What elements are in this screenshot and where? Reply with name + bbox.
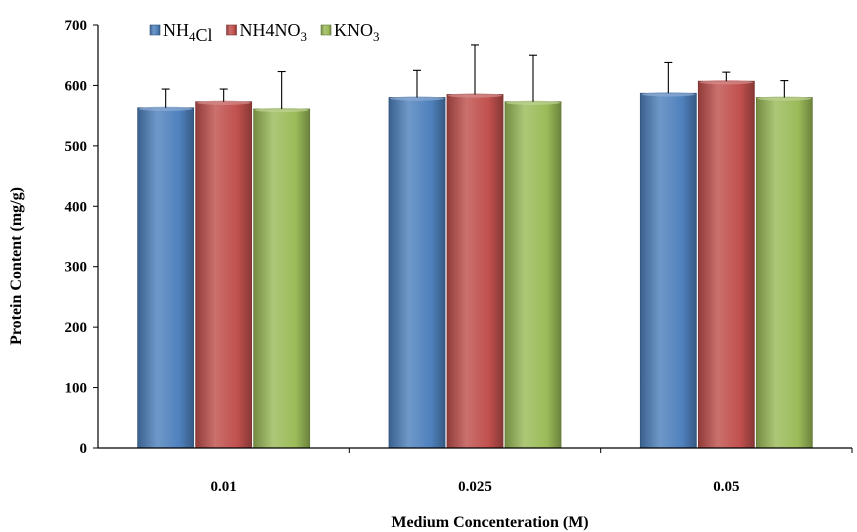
legend-label: NH4NO3 bbox=[240, 20, 308, 44]
legend-label: KNO3 bbox=[334, 20, 380, 44]
legend-item-nh4cl: NH4Cl bbox=[149, 20, 213, 45]
legend-label: NH4Cl bbox=[163, 20, 213, 45]
bar-kno3-0.05 bbox=[755, 97, 813, 449]
y-tick-label: 400 bbox=[65, 199, 88, 215]
y-tick-label: 300 bbox=[65, 260, 88, 276]
y-tick-label: 700 bbox=[65, 18, 88, 34]
x-tick-label: 0.025 bbox=[458, 479, 492, 495]
bars-layer bbox=[137, 79, 813, 449]
bar-nh4no3-0.05 bbox=[697, 80, 755, 449]
legend-swatch bbox=[149, 24, 161, 36]
legend-item-nh4no3: NH4NO3 bbox=[226, 20, 308, 44]
y-tick-label: 600 bbox=[65, 78, 88, 94]
y-tick-label: 100 bbox=[65, 381, 88, 397]
bar-top-highlight bbox=[641, 92, 696, 97]
legend: NH4Cl NH4NO3 KNO3 bbox=[149, 20, 380, 45]
y-tick-label: 200 bbox=[65, 320, 88, 336]
error-bars-layer bbox=[161, 44, 789, 109]
bar-top-highlight bbox=[138, 106, 193, 111]
bar-top-highlight bbox=[757, 96, 812, 101]
bar-top-highlight bbox=[196, 100, 251, 105]
legend-swatch bbox=[320, 24, 332, 36]
bar-nh4cl-0.05 bbox=[639, 92, 697, 449]
bar-kno3-0.025 bbox=[504, 101, 562, 449]
y-axis-title-group: Protein Content (mg/g) bbox=[8, 187, 25, 345]
bar-top-highlight bbox=[448, 93, 502, 98]
y-axis-ticks: 0 100 200 300 400 500 600 700 bbox=[65, 18, 98, 457]
bar-top-highlight bbox=[699, 79, 754, 85]
y-tick-label: 0 bbox=[80, 441, 88, 457]
legend-swatch bbox=[226, 24, 237, 36]
y-axis-title: Protein Content (mg/g) bbox=[8, 187, 25, 345]
legend-item-kno3: KNO3 bbox=[320, 20, 380, 44]
x-tick-label: 0.05 bbox=[713, 479, 739, 495]
bar-top-highlight bbox=[390, 96, 444, 101]
bar-top-highlight bbox=[506, 100, 560, 105]
bar-kno3-0.01 bbox=[253, 108, 311, 449]
x-tick-label: 0.01 bbox=[211, 479, 237, 495]
y-tick-label: 500 bbox=[65, 139, 88, 155]
bar-nh4no3-0.01 bbox=[195, 101, 253, 449]
bar-nh4no3-0.025 bbox=[446, 94, 504, 449]
bar-top-highlight bbox=[254, 107, 309, 113]
x-axis-title: Medium Concenteration (M) bbox=[391, 514, 588, 531]
axes bbox=[97, 25, 852, 449]
bar-nh4cl-0.01 bbox=[137, 107, 195, 449]
x-tick-labels: 0.01 0.025 0.05 bbox=[211, 448, 853, 495]
bar-nh4cl-0.025 bbox=[388, 97, 446, 449]
